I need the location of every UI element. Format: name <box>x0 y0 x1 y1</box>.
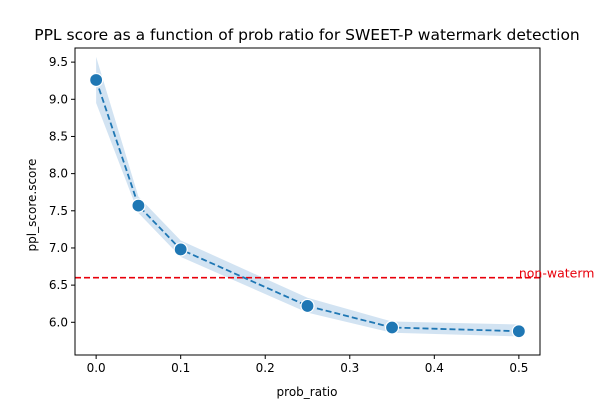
plot-frame <box>74 47 541 356</box>
x-tick-layer: 0.0 0.1 0.2 0.3 0.4 0.5 <box>87 355 528 375</box>
y-axis-label: ppl_score.score <box>25 159 39 252</box>
data-point <box>300 298 315 314</box>
data-point <box>173 242 188 257</box>
x-tick-label: 0.3 <box>340 361 359 375</box>
series-marker-layer <box>89 72 526 339</box>
y-tick-label: 9.0 <box>49 92 68 106</box>
data-point <box>89 72 104 88</box>
x-tick-label: 0.0 <box>87 361 106 375</box>
y-tick-label: 6.0 <box>49 315 68 329</box>
data-point <box>511 324 526 339</box>
y-tick-layer: 6.0 6.5 7.0 7.5 8.0 8.5 9.0 9.5 <box>49 55 75 329</box>
data-point <box>131 198 146 213</box>
x-tick-label: 0.1 <box>171 361 190 375</box>
y-tick-label: 9.5 <box>49 55 68 69</box>
chart-title: PPL score as a function of prob ratio fo… <box>34 26 580 44</box>
confidence-band <box>96 56 519 337</box>
x-tick-label: 0.4 <box>425 361 444 375</box>
series-line <box>95 79 519 333</box>
data-point <box>384 320 400 335</box>
series-line-layer <box>95 79 519 333</box>
x-tick-label: 0.2 <box>256 361 275 375</box>
y-tick-label: 7.5 <box>49 204 68 218</box>
confidence-band-layer <box>96 56 519 337</box>
x-tick-label: 0.5 <box>509 361 528 375</box>
y-tick-label: 8.0 <box>49 167 68 181</box>
x-axis-label: prob_ratio <box>277 385 338 399</box>
y-tick-label: 8.5 <box>49 129 68 143</box>
y-tick-label: 7.0 <box>49 241 68 255</box>
y-tick-label: 6.5 <box>49 278 68 292</box>
reference-line-label: non-waterm <box>519 266 595 281</box>
